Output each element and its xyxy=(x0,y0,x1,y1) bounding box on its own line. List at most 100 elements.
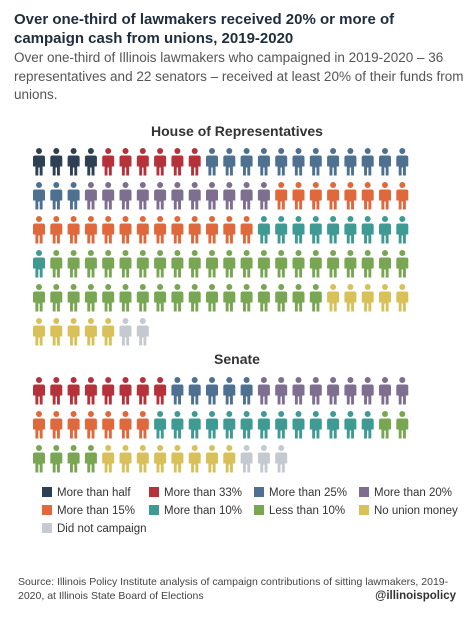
person-icon-more-than-15 xyxy=(84,216,97,244)
person-icon-more-than-20 xyxy=(102,182,115,210)
person-icon-more-than-25 xyxy=(188,377,201,405)
person-icon-more-than-10 xyxy=(344,411,357,439)
person-icon-more-than-25 xyxy=(206,377,218,405)
person-icon-less-than-10 xyxy=(240,284,253,312)
person-icon-less-than-10 xyxy=(102,284,115,312)
person-icon-less-than-10 xyxy=(154,284,167,312)
person-icon-no-union-money xyxy=(344,284,357,312)
person-icon-more-than-33 xyxy=(154,148,167,176)
person-icon-more-than-20 xyxy=(292,377,305,405)
person-icon-less-than-10 xyxy=(84,284,97,312)
person-icon-more-than-33 xyxy=(119,148,132,176)
person-icon-no-union-money xyxy=(119,445,132,473)
person-icon-more-than-10 xyxy=(361,411,374,439)
legend-label: Less than 10% xyxy=(269,505,346,517)
person-icon-less-than-10 xyxy=(240,250,253,278)
legend-swatch xyxy=(254,505,264,515)
person-icon-less-than-10 xyxy=(67,284,80,312)
person-icon-more-than-25 xyxy=(257,148,270,176)
legend-item-did-not-campaign: Did not campaign xyxy=(42,523,147,535)
person-icon-less-than-10 xyxy=(67,250,80,278)
person-icon-more-than-20 xyxy=(257,182,270,210)
person-icon-more-than-15 xyxy=(292,182,305,210)
source-note: Source: Illinois Policy Institute analys… xyxy=(18,576,449,602)
person-icon-more-than-10 xyxy=(327,216,340,244)
person-icon-less-than-10 xyxy=(50,445,63,473)
person-icon-more-than-15 xyxy=(361,182,374,210)
person-icon-more-than-25 xyxy=(379,148,391,176)
person-icon-more-than-half xyxy=(33,148,45,176)
person-icon-more-than-15 xyxy=(309,182,322,210)
legend-label: More than 25% xyxy=(269,487,347,499)
person-icon-more-than-33 xyxy=(136,148,149,176)
legend-swatch xyxy=(359,487,369,497)
person-icon-more-than-10 xyxy=(257,411,270,439)
person-icon-less-than-10 xyxy=(327,250,340,278)
person-icon-more-than-20 xyxy=(206,182,218,210)
person-icon-did-not-campaign xyxy=(119,318,132,346)
person-icon-no-union-money xyxy=(206,445,218,473)
person-icon-more-than-20 xyxy=(119,182,132,210)
person-icon-more-than-20 xyxy=(361,377,374,405)
person-icon-more-than-15 xyxy=(50,411,63,439)
person-icon-less-than-10 xyxy=(84,250,97,278)
person-icon-no-union-money xyxy=(84,318,97,346)
person-icon-more-than-15 xyxy=(84,411,97,439)
person-icon-more-than-20 xyxy=(171,182,184,210)
person-icon-less-than-10 xyxy=(102,250,115,278)
person-icon-more-than-10 xyxy=(292,216,305,244)
person-icon-more-than-15 xyxy=(327,182,340,210)
person-icon-less-than-10 xyxy=(396,250,409,278)
person-icon-more-than-10 xyxy=(223,411,236,439)
legend-label: More than 20% xyxy=(374,487,452,499)
legend-item-less-than-10: Less than 10% xyxy=(254,505,345,517)
person-icon-no-union-money xyxy=(396,284,409,312)
person-icon-more-than-10 xyxy=(379,216,391,244)
person-icon-more-than-10 xyxy=(206,411,218,439)
person-icon-less-than-10 xyxy=(50,250,63,278)
person-icon-more-than-33 xyxy=(119,377,132,405)
senate-section-title: Senate xyxy=(214,351,260,367)
person-icon-more-than-20 xyxy=(136,182,149,210)
person-icon-more-than-15 xyxy=(379,182,391,210)
person-icon-less-than-10 xyxy=(84,445,97,473)
person-icon-more-than-20 xyxy=(327,377,340,405)
person-icon-more-than-33 xyxy=(33,377,45,405)
person-icon-more-than-20 xyxy=(344,377,357,405)
person-icon-more-than-half xyxy=(67,148,80,176)
person-icon-more-than-20 xyxy=(275,377,288,405)
person-icon-less-than-10 xyxy=(223,284,236,312)
legend-item-more-than-25: More than 25% xyxy=(254,487,347,499)
person-icon-no-union-money xyxy=(102,318,115,346)
person-icon-more-than-10 xyxy=(309,411,322,439)
person-icon-less-than-10 xyxy=(257,284,270,312)
legend-swatch xyxy=(149,487,159,497)
person-icon-less-than-10 xyxy=(292,284,305,312)
person-icon-more-than-33 xyxy=(154,377,167,405)
person-icon-more-than-33 xyxy=(188,148,201,176)
person-icon-less-than-10 xyxy=(309,250,322,278)
person-icon-more-than-25 xyxy=(223,377,236,405)
person-icon-less-than-10 xyxy=(33,445,45,473)
person-icon-more-than-15 xyxy=(188,216,201,244)
person-icon-did-not-campaign xyxy=(275,445,288,473)
person-icon-more-than-25 xyxy=(223,148,236,176)
person-icon-less-than-10 xyxy=(119,284,132,312)
legend-item-more-than-33: More than 33% xyxy=(149,487,242,499)
person-icon-more-than-half xyxy=(50,148,63,176)
legend-item-more-than-half: More than half xyxy=(42,487,131,499)
person-icon-no-union-money xyxy=(102,445,115,473)
legend-label: More than 15% xyxy=(57,505,135,517)
person-icon-more-than-20 xyxy=(84,182,97,210)
person-icon-more-than-25 xyxy=(396,148,409,176)
person-icon-no-union-money xyxy=(67,318,80,346)
person-icon-more-than-10 xyxy=(327,411,340,439)
chart-title: Over one-third of lawmakers received 20%… xyxy=(14,11,395,47)
house-pictogram xyxy=(33,148,409,346)
person-icon-less-than-10 xyxy=(292,250,305,278)
person-icon-no-union-money xyxy=(33,318,45,346)
legend-label: Did not campaign xyxy=(57,523,147,535)
person-icon-more-than-10 xyxy=(309,216,322,244)
person-icon-no-union-money xyxy=(171,445,184,473)
